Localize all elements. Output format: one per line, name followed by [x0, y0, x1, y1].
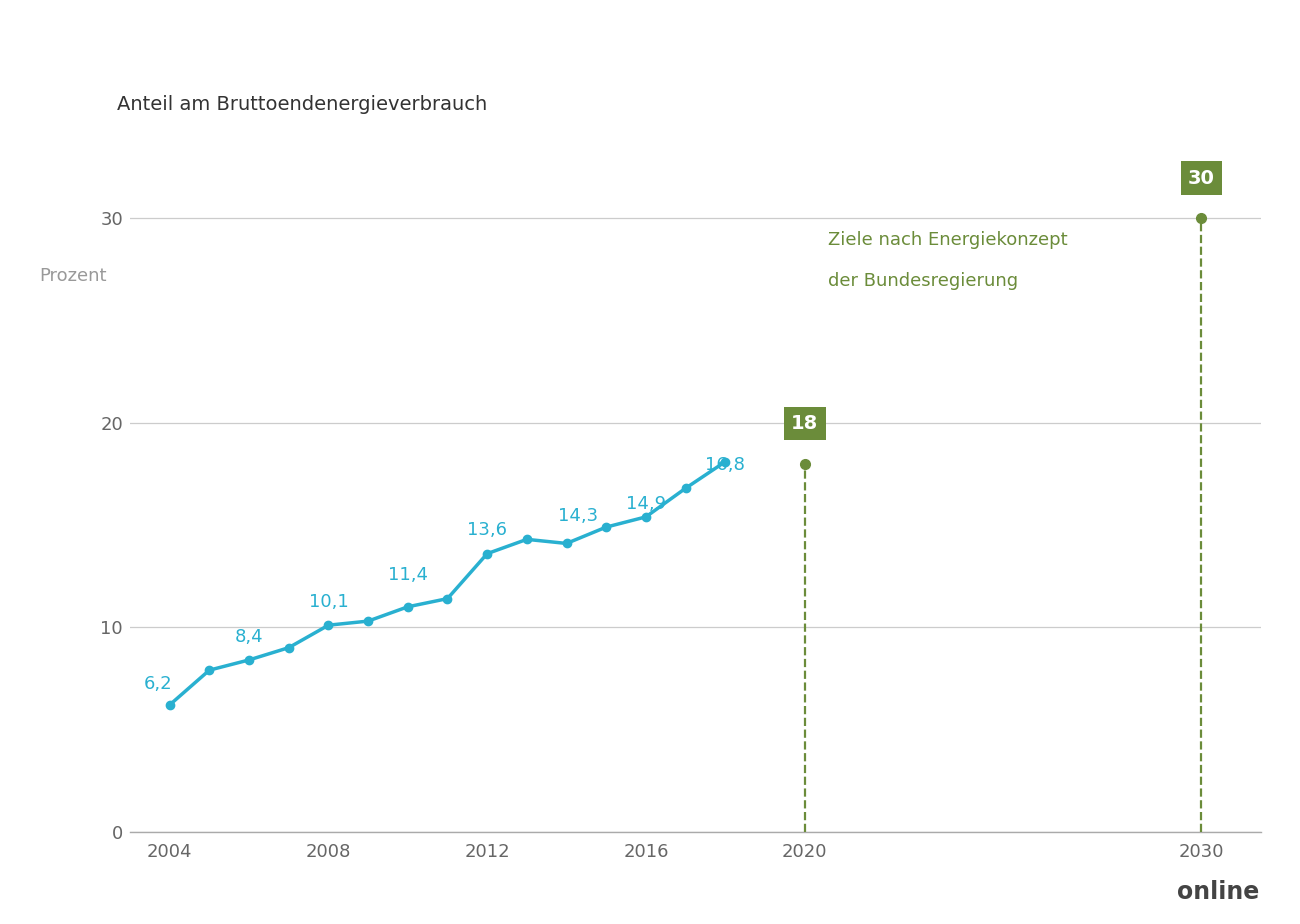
Text: online: online — [1176, 880, 1258, 904]
Text: Anteil am Bruttoendenergieverbrauch: Anteil am Bruttoendenergieverbrauch — [117, 94, 488, 114]
Text: der Bundesregierung: der Bundesregierung — [828, 272, 1019, 290]
Polygon shape — [936, 859, 1300, 924]
Text: 30: 30 — [1188, 169, 1216, 188]
Text: 14,3: 14,3 — [559, 507, 598, 525]
Text: Ziele nach Energiekonzept: Ziele nach Energiekonzept — [828, 231, 1069, 249]
Text: ⓒⓘⓢ=: ⓒⓘⓢ= — [10, 882, 57, 901]
Text: Energieverbrauch und erneuerbare Energien: Energieverbrauch und erneuerbare Energie… — [125, 29, 1175, 71]
Text: 10,1: 10,1 — [308, 593, 348, 611]
Text: 14,9: 14,9 — [625, 494, 666, 513]
Text: 16,8: 16,8 — [706, 456, 745, 474]
Text: Prozent: Prozent — [39, 267, 107, 285]
Text: Stand: 12/2020  |  Daten: UBA, AGEE-Stat  |  Grafik: www.co2online.de: Stand: 12/2020 | Daten: UBA, AGEE-Stat |… — [84, 884, 572, 899]
Text: 18: 18 — [790, 414, 818, 433]
Text: 8,4: 8,4 — [235, 627, 264, 646]
Text: 11,4: 11,4 — [387, 566, 428, 584]
Text: 6,2: 6,2 — [143, 675, 172, 693]
Text: co2: co2 — [1124, 880, 1171, 904]
Text: 13,6: 13,6 — [467, 521, 507, 540]
